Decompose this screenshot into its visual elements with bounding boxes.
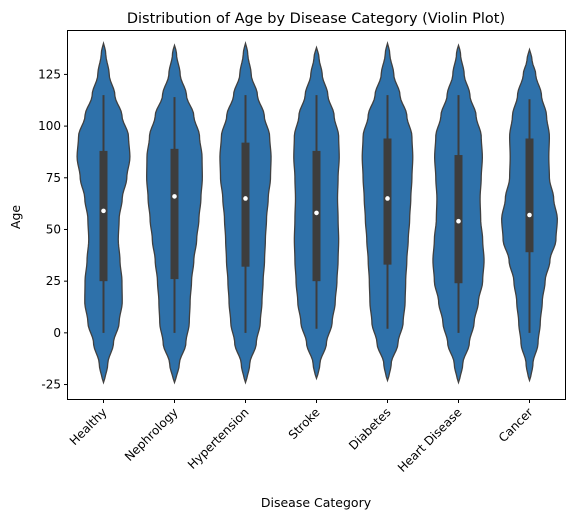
median-marker [314,210,319,216]
x-tick-label: Stroke [286,405,323,442]
iqr-box [241,142,250,267]
iqr-box [383,138,392,265]
violin-cancer [501,47,558,383]
x-tick-label: Healthy [67,405,110,448]
violin-nephrology [146,43,203,385]
median-marker [456,218,461,224]
violin-hypertension [219,41,272,385]
median-marker [527,212,532,218]
y-axis-label: Age [8,205,23,229]
y-tick-label: 75 [46,171,61,185]
plot-area [76,41,558,385]
median-marker [101,208,106,214]
x-tick-label: Heart Disease [395,405,465,475]
violin-heart-disease [432,43,485,385]
iqr-box [525,138,534,253]
median-marker [172,194,177,199]
median-marker [385,196,390,201]
violin-healthy [76,41,131,385]
y-tick-label: 0 [53,326,61,340]
median-marker [243,196,248,201]
y-tick-label: 25 [46,274,61,288]
x-axis: Healthy Nephrology Hypertension Stroke Diabe… [67,399,536,475]
y-tick-label: 100 [38,119,61,133]
y-tick-label: 125 [38,67,61,81]
iqr-box [99,150,108,282]
chart-title: Distribution of Age by Disease Category … [127,11,505,27]
iqr-box [312,150,321,282]
iqr-box [170,148,179,280]
y-axis: -25 0 25 50 75 100 125 [38,67,68,392]
x-tick-label: Cancer [496,405,536,445]
y-tick-label: -25 [41,378,61,392]
x-axis-label: Disease Category [261,495,372,510]
x-tick-label: Nephrology [122,405,181,464]
violin-stroke [293,45,340,381]
plot-frame [67,30,566,400]
violin-diabetes [361,41,414,383]
x-tick-label: Hypertension [185,405,252,472]
y-tick-label: 50 [46,222,61,236]
x-tick-label: Diabetes [346,405,394,453]
